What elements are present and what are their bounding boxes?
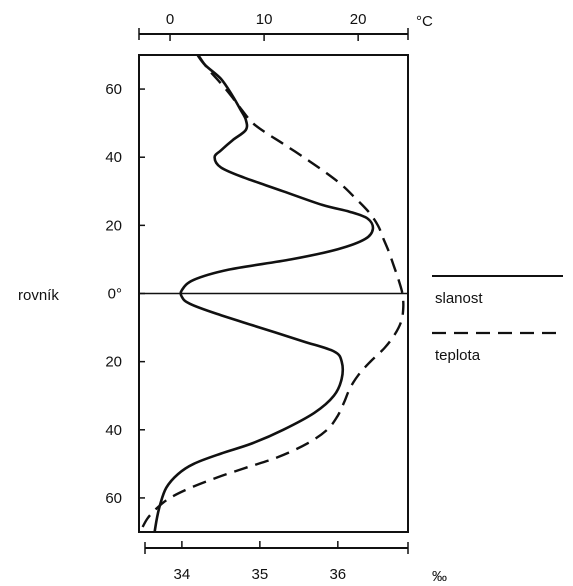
y-tick-label: 20 xyxy=(105,217,122,234)
bottom-tick-label: 36 xyxy=(329,566,346,583)
legend: slanost teplota xyxy=(432,275,563,364)
y-tick-label: 20 xyxy=(105,354,122,371)
top-tick-label: 10 xyxy=(256,11,273,28)
y-tick-label: 60 xyxy=(105,490,122,507)
y-tick-label: 60 xyxy=(105,81,122,98)
legend-label-teplota: teplota xyxy=(435,347,481,364)
top-tick-label: 20 xyxy=(350,11,367,28)
bottom-axis-ticks: 34 35 36 xyxy=(144,541,409,583)
latitude-ticks: 60 40 20 0° 20 40 60 xyxy=(105,81,408,507)
series-layer xyxy=(140,54,405,533)
equator-label: rovník xyxy=(18,287,59,304)
bottom-tick-label: 34 xyxy=(174,566,191,583)
top-tick-label: 0 xyxy=(166,11,174,28)
y-tick-label: 40 xyxy=(105,149,122,166)
bottom-axis-unit: ‰ xyxy=(432,568,447,585)
y-tick-label: 40 xyxy=(105,422,122,439)
legend-label-slanost: slanost xyxy=(435,290,483,307)
y-tick-label: 0° xyxy=(108,286,122,303)
series-line-slanost xyxy=(153,54,375,533)
bottom-tick-label: 35 xyxy=(252,566,269,583)
top-axis-unit: °C xyxy=(416,13,433,30)
top-axis-ticks: 0 10 20 xyxy=(138,11,409,41)
